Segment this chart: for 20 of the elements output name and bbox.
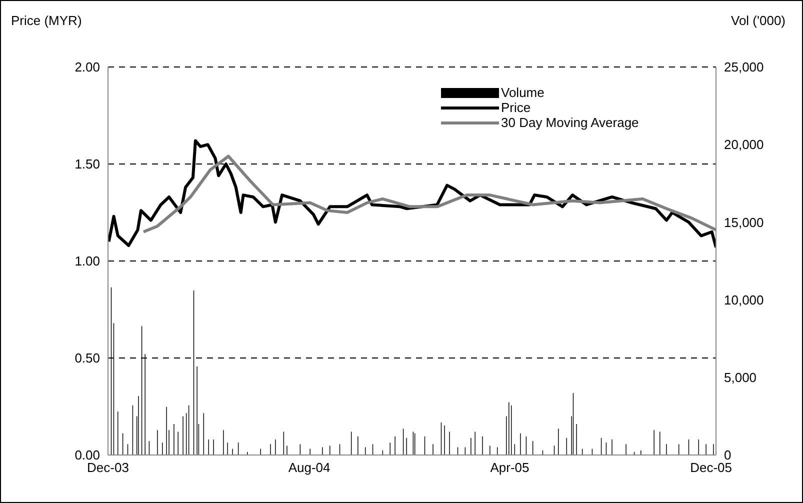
y-tick-label: 2.00 — [74, 60, 100, 75]
y2-tick-label: 20,000 — [724, 137, 764, 152]
y-tick-label: 1.00 — [74, 254, 100, 269]
y2-axis-title: Vol ('000) — [731, 13, 786, 28]
y2-tick-label: 25,000 — [724, 60, 764, 75]
y-axis-title: Price (MYR) — [11, 13, 82, 28]
legend-label: Volume — [501, 85, 544, 100]
legend-label: 30 Day Moving Average — [501, 115, 639, 130]
y2-tick-label: 0 — [724, 448, 732, 463]
legend-label: Price — [501, 100, 531, 115]
x-tick-label: Aug-04 — [288, 460, 330, 476]
y-tick-label: 1.50 — [74, 156, 100, 172]
x-tick-label: Dec-03 — [87, 460, 129, 476]
y2-tick-label: 5,000 — [724, 370, 757, 386]
y2-tick-label: 15,000 — [724, 214, 764, 230]
y2-tick-label: 10,000 — [724, 292, 764, 308]
y-tick-label: 0.50 — [74, 350, 100, 366]
x-tick-label: Dec-05 — [690, 460, 732, 476]
y-tick-label: 0.00 — [74, 448, 100, 463]
x-tick-label: Apr-05 — [490, 460, 530, 476]
